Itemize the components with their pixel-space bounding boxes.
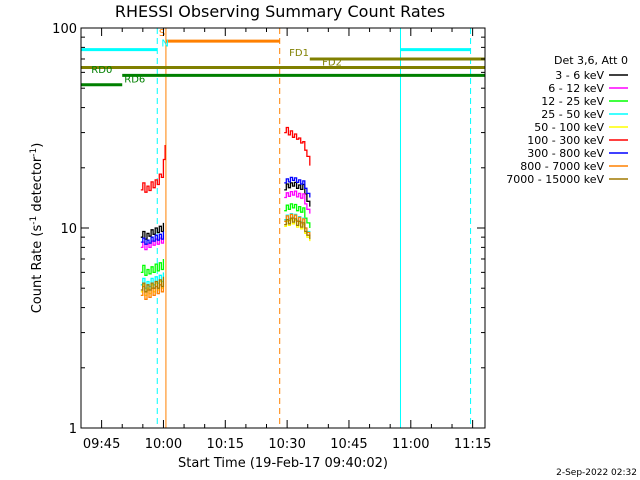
y-axis-label-part3: ) xyxy=(30,143,45,148)
series-6-segment-1 xyxy=(284,176,311,198)
flag-bars xyxy=(81,39,485,87)
legend-label-5: 100 - 300 keV xyxy=(527,134,604,147)
series-2-segment-0 xyxy=(140,259,165,276)
flag-label-s: S xyxy=(159,28,165,39)
flag-label-rd6: RD6 xyxy=(124,74,145,85)
x-axis-label: Start Time (19-Feb-17 09:40:02) xyxy=(178,456,388,471)
x-tick-label-3: 10:30 xyxy=(268,437,305,452)
series-5-segment-1 xyxy=(284,126,311,166)
y-tick-label-0: 1 xyxy=(69,422,77,437)
y-tick-label-2: 100 xyxy=(52,22,77,37)
data-series xyxy=(140,126,311,300)
flag-label-fd1: FD1 xyxy=(289,48,309,59)
x-axis-ticks: 09:45 10:00 10:15 10:30 10:45 11:00 11:15 xyxy=(80,28,491,452)
legend-label-6: 300 - 800 keV xyxy=(527,147,604,160)
flag-labels: SN FD1 FD2 RD0 RD6 xyxy=(91,28,342,85)
series-8-segment-0 xyxy=(140,276,165,293)
legend-label-4: 50 - 100 keV xyxy=(534,121,604,134)
y-axis-label-sup1: -1 xyxy=(29,216,39,225)
flag-label-fd2: FD2 xyxy=(322,57,342,68)
y-tick-label-1: 10 xyxy=(60,222,77,237)
flag-label-n: N xyxy=(161,38,168,49)
legend-label-7: 800 - 7000 keV xyxy=(520,160,604,173)
legend-label-8: 7000 - 15000 keV xyxy=(506,173,604,186)
series-4-segment-1 xyxy=(284,219,311,242)
x-tick-label-1: 10:00 xyxy=(145,437,182,452)
series-5-segment-0 xyxy=(140,145,166,193)
legend-header: Det 3,6, Att 0 xyxy=(554,54,628,67)
series-0-segment-0 xyxy=(140,222,165,240)
flag-label-rd0: RD0 xyxy=(91,65,112,76)
legend-label-0: 3 - 6 keV xyxy=(555,69,604,82)
y-axis-label-part1: Count Rate (s xyxy=(30,225,45,314)
legend-label-2: 12 - 25 keV xyxy=(541,95,604,108)
y-axis-ticks: 1 10 100 xyxy=(52,22,485,437)
x-tick-label-6: 11:15 xyxy=(454,437,491,452)
y-axis-label: Count Rate (s-1 detector-1) xyxy=(29,143,45,314)
x-tick-label-2: 10:15 xyxy=(207,437,244,452)
y-axis-label-part2: detector xyxy=(30,156,45,216)
legend-label-3: 25 - 50 keV xyxy=(541,108,604,121)
series-6-segment-0 xyxy=(140,231,165,245)
legend-label-1: 6 - 12 keV xyxy=(548,82,604,95)
x-tick-label-0: 09:45 xyxy=(83,437,120,452)
chart-title: RHESSI Observing Summary Count Rates xyxy=(115,2,445,21)
series-1-segment-1 xyxy=(284,190,311,214)
y-axis-label-sup2: -1 xyxy=(29,148,39,157)
x-tick-label-5: 11:00 xyxy=(392,437,429,452)
x-tick-label-4: 10:45 xyxy=(330,437,367,452)
timestamp: 2-Sep-2022 02:32 xyxy=(556,468,637,478)
series-8-segment-1 xyxy=(284,217,311,240)
